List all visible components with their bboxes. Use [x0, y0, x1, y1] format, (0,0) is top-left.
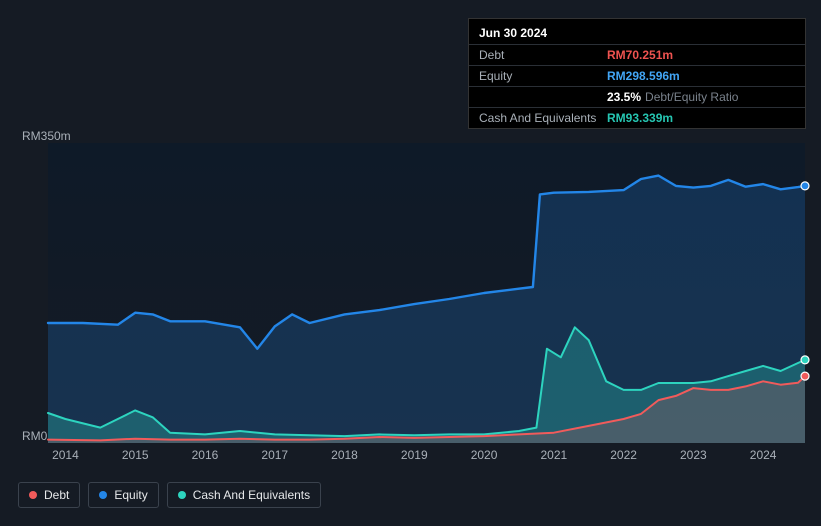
x-tick-label: 2021 — [540, 448, 567, 462]
x-tick-label: 2020 — [471, 448, 498, 462]
x-tick-label: 2023 — [680, 448, 707, 462]
x-tick-label: 2016 — [192, 448, 219, 462]
legend-item[interactable]: Equity — [88, 482, 158, 508]
x-tick-label: 2022 — [610, 448, 637, 462]
x-tick-label: 2015 — [122, 448, 149, 462]
legend-label: Cash And Equivalents — [193, 488, 310, 502]
x-axis: 2014 2015 2016 2017 2018 2019 2020 2021 2022 2023… — [0, 448, 821, 464]
legend-item[interactable]: Cash And Equivalents — [167, 482, 321, 508]
x-tick-label: 2024 — [750, 448, 777, 462]
x-tick-label: 2019 — [401, 448, 428, 462]
legend-item[interactable]: Debt — [18, 482, 80, 508]
legend-dot — [29, 491, 37, 499]
legend: Debt Equity Cash And Equivalents — [18, 482, 321, 508]
legend-label: Debt — [44, 488, 69, 502]
x-tick-label: 2018 — [331, 448, 358, 462]
x-tick-label: 2014 — [52, 448, 79, 462]
legend-dot — [178, 491, 186, 499]
legend-dot — [99, 491, 107, 499]
legend-label: Equity — [114, 488, 147, 502]
x-tick-label: 2017 — [261, 448, 288, 462]
